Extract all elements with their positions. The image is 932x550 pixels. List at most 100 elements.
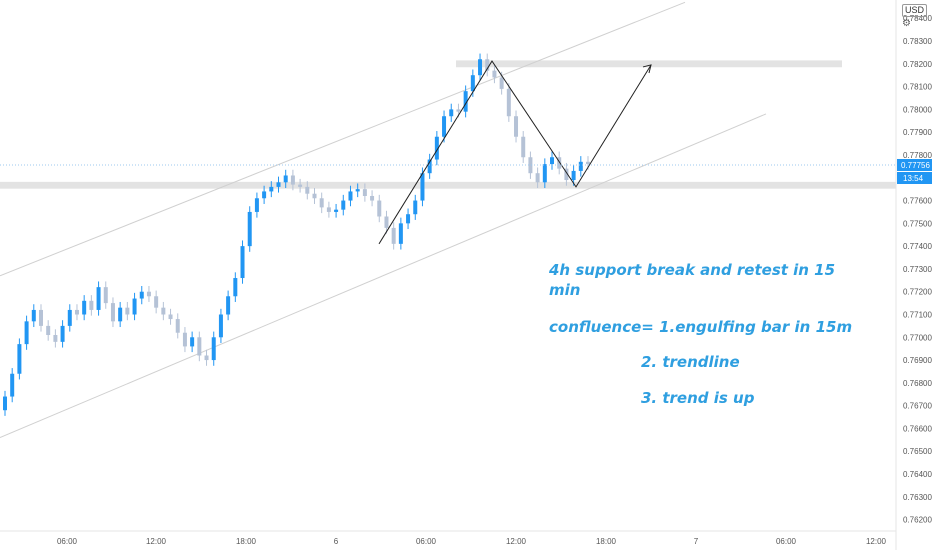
- candle-body[interactable]: [82, 300, 87, 315]
- candle-body[interactable]: [420, 173, 425, 201]
- candle-body[interactable]: [211, 337, 216, 361]
- time-tick-label: 6: [334, 537, 339, 546]
- currency-label[interactable]: USD: [902, 4, 928, 17]
- candle-body[interactable]: [564, 168, 569, 181]
- candle-body[interactable]: [89, 300, 94, 310]
- channel-upper-line[interactable]: [0, 1, 686, 277]
- candle-body[interactable]: [499, 77, 504, 89]
- candle-body[interactable]: [384, 216, 389, 228]
- candle-body[interactable]: [528, 157, 533, 174]
- candle-body[interactable]: [586, 161, 590, 165]
- candle-body[interactable]: [398, 223, 403, 244]
- price-tick-label: 0.76800: [903, 379, 932, 388]
- time-tick-label: 18:00: [236, 537, 257, 546]
- candle-body[interactable]: [110, 303, 115, 322]
- candle-body[interactable]: [305, 186, 310, 194]
- current-price-badge[interactable]: [897, 158, 932, 171]
- candle-body[interactable]: [362, 189, 367, 196]
- candle-body[interactable]: [434, 136, 439, 160]
- candle-body[interactable]: [463, 91, 468, 112]
- candle-body[interactable]: [319, 198, 324, 208]
- countdown-badge[interactable]: [897, 171, 932, 184]
- candle-body[interactable]: [492, 70, 497, 78]
- candle-body[interactable]: [506, 88, 511, 117]
- candle-body[interactable]: [298, 184, 303, 187]
- candle-body[interactable]: [226, 296, 231, 315]
- candle-body[interactable]: [60, 325, 65, 342]
- candle-body[interactable]: [442, 116, 447, 137]
- candle-body[interactable]: [53, 335, 58, 342]
- candle-body[interactable]: [132, 298, 137, 315]
- candle-body[interactable]: [514, 116, 519, 137]
- candle-body[interactable]: [550, 157, 555, 165]
- candle-body[interactable]: [3, 396, 7, 411]
- candle-body[interactable]: [269, 186, 274, 192]
- candle-body[interactable]: [341, 200, 346, 210]
- candle-body[interactable]: [557, 157, 562, 169]
- channel-lower-line[interactable]: [0, 113, 767, 439]
- candle-body[interactable]: [326, 207, 331, 212]
- candle-body[interactable]: [146, 291, 151, 297]
- candle-body[interactable]: [197, 337, 202, 356]
- candle-body[interactable]: [103, 287, 108, 304]
- price-tick-label: 0.78300: [903, 37, 932, 46]
- candle-body[interactable]: [247, 211, 252, 247]
- candle-body[interactable]: [168, 314, 173, 320]
- candle-body[interactable]: [38, 309, 43, 326]
- candle-body[interactable]: [334, 209, 339, 212]
- price-tick-label: 0.76500: [903, 447, 932, 456]
- candle-body[interactable]: [190, 337, 195, 347]
- candle-body[interactable]: [542, 164, 547, 183]
- candle-body[interactable]: [406, 214, 411, 224]
- candle-body[interactable]: [125, 307, 130, 315]
- candle-body[interactable]: [355, 189, 360, 192]
- candle-body[interactable]: [254, 198, 259, 212]
- candle-body[interactable]: [262, 191, 267, 199]
- candle-body[interactable]: [348, 191, 353, 201]
- candle-body[interactable]: [204, 355, 209, 361]
- candle-body[interactable]: [17, 344, 22, 374]
- candle-body[interactable]: [67, 309, 72, 326]
- candle-body[interactable]: [233, 278, 238, 297]
- candle-body[interactable]: [31, 309, 36, 322]
- candle-body[interactable]: [485, 59, 490, 71]
- candle-body[interactable]: [571, 170, 576, 181]
- candle-body[interactable]: [218, 314, 223, 338]
- candle-body[interactable]: [139, 291, 144, 299]
- candle-body[interactable]: [578, 161, 583, 171]
- candle-body[interactable]: [535, 173, 540, 183]
- candle-body[interactable]: [175, 319, 180, 333]
- candle-body[interactable]: [240, 246, 245, 279]
- candle-body[interactable]: [283, 175, 288, 183]
- zigzag-projection-line[interactable]: [378, 60, 652, 245]
- candle-body[interactable]: [96, 287, 101, 310]
- candle-body[interactable]: [370, 195, 375, 201]
- candle-body[interactable]: [312, 193, 317, 199]
- candle-body[interactable]: [521, 136, 526, 158]
- candle-body[interactable]: [161, 307, 166, 315]
- resistance-zone[interactable]: [456, 60, 842, 68]
- support-zone[interactable]: [0, 181, 896, 189]
- candle-body[interactable]: [10, 373, 15, 397]
- gear-icon[interactable]: ⚙: [902, 18, 911, 29]
- candle-body[interactable]: [118, 307, 123, 322]
- candle-body[interactable]: [449, 109, 454, 117]
- candle-body[interactable]: [46, 325, 51, 336]
- candle-body[interactable]: [478, 59, 483, 76]
- candle-body[interactable]: [290, 175, 295, 185]
- candle-body[interactable]: [391, 227, 396, 244]
- time-axis[interactable]: 06:00 12:00 18:00 6 06:00 12:00 18:00 7 06:00 12:…: [57, 537, 887, 546]
- candle-body[interactable]: [413, 200, 418, 215]
- price-scale[interactable]: 0.78400 0.78300 0.78200 0.78100 0.78000 0.779…: [903, 14, 932, 524]
- candle-body[interactable]: [74, 309, 79, 315]
- candle-body[interactable]: [182, 332, 187, 347]
- candle-body[interactable]: [276, 182, 281, 187]
- candle-body[interactable]: [24, 321, 29, 345]
- candle-body[interactable]: [154, 296, 159, 308]
- candle-body[interactable]: [377, 200, 382, 217]
- candle-body[interactable]: [456, 109, 461, 112]
- candle-body[interactable]: [470, 75, 475, 92]
- candle-body[interactable]: [427, 159, 432, 174]
